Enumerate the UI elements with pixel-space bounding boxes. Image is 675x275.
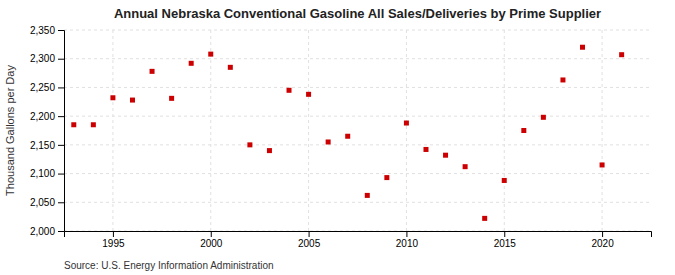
- x-axis: 1995 2000 2005 2010 2015 2020: [65, 231, 652, 249]
- point: [130, 98, 135, 103]
- tick: 1995: [102, 231, 125, 249]
- tick-label: 2015: [494, 238, 517, 249]
- point: [560, 77, 565, 82]
- tick-mark: [58, 202, 64, 203]
- point: [247, 142, 252, 147]
- tick-label: 2,000: [30, 226, 55, 237]
- tick-mark: [58, 145, 64, 146]
- tick-mark: [113, 231, 114, 237]
- grid-line: [64, 30, 651, 31]
- tick-label: 2,300: [30, 53, 55, 64]
- point: [443, 153, 448, 158]
- tick-mark: [504, 231, 505, 237]
- point: [326, 139, 331, 144]
- tick-mark: [602, 231, 603, 237]
- tick-label: 2000: [200, 238, 223, 249]
- point: [482, 216, 487, 221]
- plot: 1995200020052010201520202,0002,0502,1002…: [30, 25, 652, 249]
- grid-line: [64, 202, 651, 203]
- tick: 2020: [591, 231, 614, 249]
- grid-line: [64, 116, 651, 117]
- grid-line: [308, 30, 309, 231]
- y-axis-title: Thousand Gallons per Day: [4, 65, 16, 196]
- point: [267, 148, 272, 153]
- y-axis: 2,000 2,050 2,100 2,150 2,200 2,250 2,300 2,350: [30, 25, 65, 237]
- tick-label: 2005: [298, 238, 321, 249]
- grid-line: [112, 30, 113, 231]
- point: [169, 96, 174, 101]
- tick: 2,100: [30, 168, 64, 179]
- tick-mark: [406, 231, 407, 237]
- tick-label: 2,050: [30, 197, 55, 208]
- tick-label: 2,350: [30, 25, 55, 36]
- tick-label: 2020: [591, 238, 614, 249]
- point: [71, 122, 76, 127]
- tick-label: 2,100: [30, 168, 55, 179]
- grid-line: [504, 30, 505, 231]
- tick-mark: [58, 30, 64, 31]
- axis-line: [58, 31, 65, 232]
- point: [91, 122, 96, 127]
- grid-line: [602, 30, 603, 231]
- point: [541, 115, 546, 120]
- point: [150, 69, 155, 74]
- chart: 1995200020052010201520202,0002,0502,1002…: [0, 0, 675, 275]
- tick-label: 1995: [102, 238, 125, 249]
- point: [404, 121, 409, 126]
- point: [345, 134, 350, 139]
- point: [463, 164, 468, 169]
- tick-label: 2,250: [30, 82, 55, 93]
- grid-line: [64, 58, 651, 59]
- point: [110, 95, 115, 100]
- tick-mark: [58, 116, 64, 117]
- tick: 2005: [298, 231, 321, 249]
- point: [306, 92, 311, 97]
- tick: 2015: [494, 231, 517, 249]
- tick-mark: [58, 59, 64, 60]
- point: [208, 52, 213, 57]
- tick: 2000: [200, 231, 223, 249]
- tick-label: 2,150: [30, 140, 55, 151]
- point: [228, 65, 233, 70]
- annotation: Source: U.S. Energy Information Administ…: [64, 260, 274, 271]
- grid-line: [64, 87, 651, 88]
- point: [600, 162, 605, 167]
- grid-line: [64, 144, 651, 145]
- title: Annual Nebraska Conventional Gasoline Al…: [114, 6, 601, 21]
- point: [521, 128, 526, 133]
- tick-mark: [58, 174, 64, 175]
- grid-line: [406, 30, 407, 231]
- tick: 2010: [396, 231, 419, 249]
- tick: 2,150: [30, 140, 64, 151]
- point: [619, 52, 624, 57]
- tick: 2,000: [30, 226, 64, 237]
- tick-label: 2,200: [30, 111, 55, 122]
- point: [365, 193, 370, 198]
- tick: 2,200: [30, 111, 64, 122]
- tick: 2,050: [30, 197, 64, 208]
- axis-line: [65, 232, 652, 238]
- point: [502, 178, 507, 183]
- point: [189, 61, 194, 66]
- grid-line: [64, 173, 651, 174]
- point: [580, 45, 585, 50]
- tick: 2,300: [30, 53, 64, 64]
- point: [384, 175, 389, 180]
- tick-label: 2010: [396, 238, 419, 249]
- tick-mark: [309, 231, 310, 237]
- grid-line: [210, 30, 211, 231]
- tick-mark: [58, 231, 64, 232]
- tick: 2,350: [30, 25, 64, 36]
- tick-mark: [58, 87, 64, 88]
- point: [287, 88, 292, 93]
- tick: 2,250: [30, 82, 64, 93]
- point: [423, 147, 428, 152]
- tick-mark: [211, 231, 212, 237]
- grid: [64, 30, 651, 231]
- points: [71, 45, 624, 221]
